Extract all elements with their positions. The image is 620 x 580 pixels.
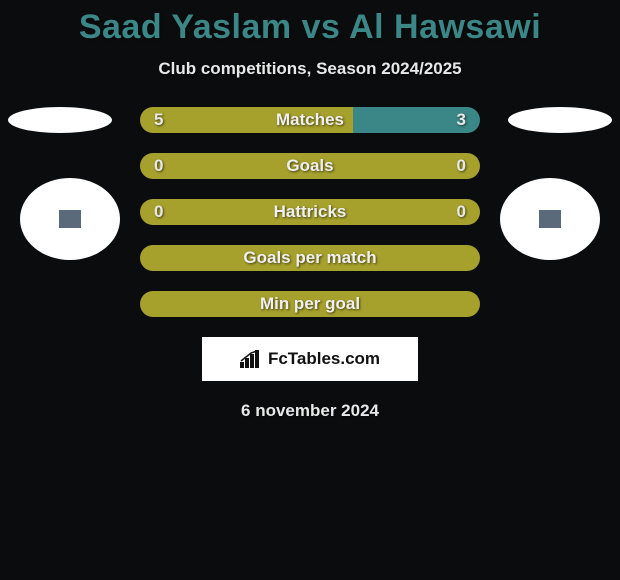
stat-right-value: 0 xyxy=(457,156,466,176)
stat-bar-wrap: 0 Goals 0 xyxy=(140,153,480,179)
stat-row: 5 Matches 3 xyxy=(0,107,620,133)
stat-row: Goals per match xyxy=(0,245,620,271)
stat-label: Goals xyxy=(286,156,333,176)
date-text: 6 november 2024 xyxy=(0,401,620,421)
stat-bar-wrap: Goals per match xyxy=(140,245,480,271)
stat-bar-wrap: 5 Matches 3 xyxy=(140,107,480,133)
stat-label: Goals per match xyxy=(243,248,376,268)
stat-right-value: 0 xyxy=(457,202,466,222)
stat-bar-overlay: Min per goal xyxy=(140,291,480,317)
brand-text: FcTables.com xyxy=(268,349,380,369)
stat-label: Matches xyxy=(276,110,344,130)
stat-bar-overlay: Goals per match xyxy=(140,245,480,271)
stat-left-value: 0 xyxy=(154,202,163,222)
stat-label: Min per goal xyxy=(260,294,360,314)
stat-bar-overlay: 0 Goals 0 xyxy=(140,153,480,179)
comparison-title: Saad Yaslam vs Al Hawsawi xyxy=(0,8,620,47)
team-oval-right xyxy=(508,107,612,133)
stat-row: 0 Goals 0 xyxy=(0,153,620,179)
stat-bar-wrap: 0 Hattricks 0 xyxy=(140,199,480,225)
brand-chart-icon xyxy=(240,350,262,368)
comparison-subtitle: Club competitions, Season 2024/2025 xyxy=(0,59,620,79)
brand-box: FcTables.com xyxy=(202,337,418,381)
stat-left-value: 5 xyxy=(154,110,163,130)
stat-right-value: 3 xyxy=(457,110,466,130)
stat-row: Min per goal xyxy=(0,291,620,317)
stat-left-value: 0 xyxy=(154,156,163,176)
stat-bar-overlay: 0 Hattricks 0 xyxy=(140,199,480,225)
stat-row: 0 Hattricks 0 xyxy=(0,199,620,225)
stat-bar-wrap: Min per goal xyxy=(140,291,480,317)
team-oval-left xyxy=(8,107,112,133)
stat-label: Hattricks xyxy=(274,202,347,222)
stat-bar-overlay: 5 Matches 3 xyxy=(140,107,480,133)
stats-area: 5 Matches 3 0 Goals 0 0 Hattricks 0 Goals per mat… xyxy=(0,107,620,317)
